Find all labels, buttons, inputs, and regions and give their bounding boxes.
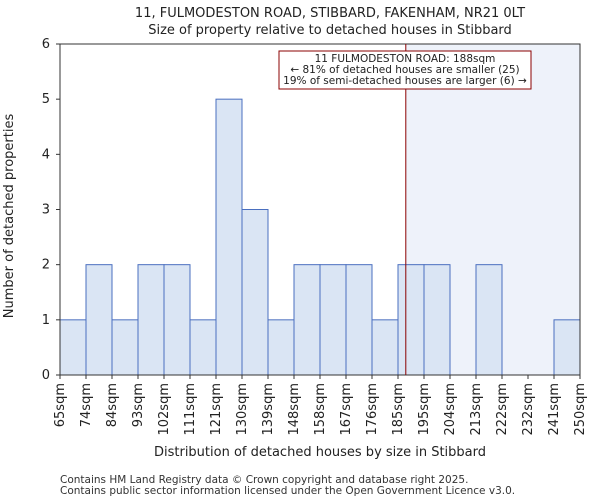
y-tick-label: 5 [42,92,50,107]
x-tick-label: 148sqm [287,383,302,436]
bar [215,98,243,376]
x-tick-label: 250sqm [573,383,588,436]
x-tick-label: 195sqm [417,383,432,436]
footer-line-1: Contains HM Land Registry data © Crown c… [60,474,468,486]
x-tick-label: 84sqm [105,383,120,427]
bar [397,264,425,376]
bar [293,264,321,376]
x-tick-label: 176sqm [365,383,380,436]
bar [111,319,139,376]
x-tick-label: 111sqm [183,383,198,436]
bar [371,319,399,376]
x-tick-label: 241sqm [547,383,562,436]
bar [241,209,269,376]
bar [59,319,87,376]
x-tick-label: 102sqm [157,383,172,436]
annotation-border [278,50,532,90]
bar [475,264,503,376]
x-tick-label: 204sqm [443,383,458,436]
x-tick-label: 222sqm [495,383,510,436]
bar [189,319,217,376]
bar [267,319,295,376]
y-axis-label: Number of detached properties [2,114,17,319]
y-tick-label: 2 [42,258,50,273]
footer-line-2: Contains public sector information licen… [60,485,515,497]
annotation-line-1: 11 FULMODESTON ROAD: 188sqm [315,53,496,65]
y-tick-label: 1 [42,313,50,328]
x-tick-label: 185sqm [391,383,406,436]
x-tick-label: 74sqm [79,383,94,427]
bar [423,264,451,376]
annotation-line-2: ← 81% of detached houses are smaller (25… [290,64,519,76]
x-tick-label: 130sqm [235,383,250,436]
x-tick-label: 213sqm [469,383,484,436]
x-tick-label: 167sqm [339,383,354,436]
x-tick-label: 232sqm [521,383,536,436]
x-tick-label: 158sqm [313,383,328,436]
annotation-box: 11 FULMODESTON ROAD: 188sqm ← 81% of det… [278,50,532,90]
x-tick-label: 139sqm [261,383,276,436]
y-tick-label: 3 [42,203,50,218]
x-tick-label: 65sqm [53,383,68,427]
y-tick-label: 4 [42,147,50,162]
x-tick-label: 93sqm [131,383,146,427]
x-tick-label: 121sqm [209,383,224,436]
x-axis-label: Distribution of detached houses by size … [154,445,486,460]
bar [345,264,373,376]
y-tick-label: 6 [42,37,50,52]
bar [319,264,347,376]
annotation-line-3: 19% of semi-detached houses are larger (… [283,75,527,87]
y-tick-label: 0 [42,368,50,383]
bar [163,264,191,376]
chart-subtitle: Size of property relative to detached ho… [148,23,512,38]
chart-title: 11, FULMODESTON ROAD, STIBBARD, FAKENHAM… [135,6,525,21]
bar [85,264,113,376]
bar [137,264,165,376]
bar [553,319,581,376]
